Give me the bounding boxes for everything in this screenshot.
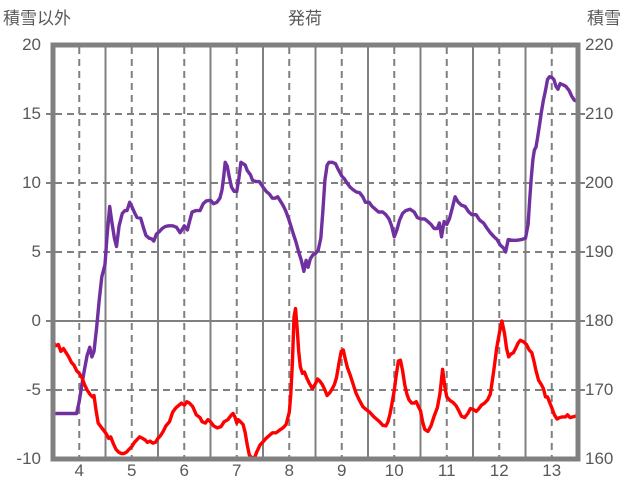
y-axis-left-tick-label: 0 [31,311,41,330]
x-axis-tick-label: 8 [284,461,294,480]
snow-series-line [51,74,580,416]
y-axis-left-tick-label: 5 [31,242,41,261]
y-axis-right-tick-label: 220 [585,35,614,54]
y-axis-right-tick-label: 210 [585,104,614,123]
chart-title: 発荷 [288,9,322,28]
plot-border [50,42,581,462]
x-axis-tick-label: 10 [384,461,404,480]
y-axis-right-tick-label: 200 [585,173,614,192]
x-axis-tick-label: 12 [489,461,509,480]
left-axis-title: 積雪以外 [3,9,71,28]
x-axis-tick-label: 7 [232,461,242,480]
y-axis-right-tick-label: 190 [585,242,614,261]
x-axis-tick-label: 5 [127,461,137,480]
y-axis-right-tick-label: 170 [585,380,614,399]
x-axis-tick-label: 9 [337,461,347,480]
y-axis-left-tick-label: 10 [22,173,41,192]
y-axis-right-tick-label: 160 [585,449,614,468]
x-axis-tick-label: 4 [74,461,84,480]
x-axis-tick-label: 13 [542,461,562,480]
y-axis-left-tick-label: -10 [16,449,41,468]
non-snow-series-line [51,306,580,460]
x-axis-tick-label: 11 [437,461,456,480]
y-axis-right-tick-label: 180 [585,311,614,330]
x-axis-tick-label: 6 [179,461,189,480]
y-axis-left-tick-label: -5 [25,380,41,399]
right-axis-title: 積雪 [587,9,621,28]
y-axis-left-tick-label: 15 [22,104,41,123]
y-axis-left-tick-label: 20 [22,35,41,54]
